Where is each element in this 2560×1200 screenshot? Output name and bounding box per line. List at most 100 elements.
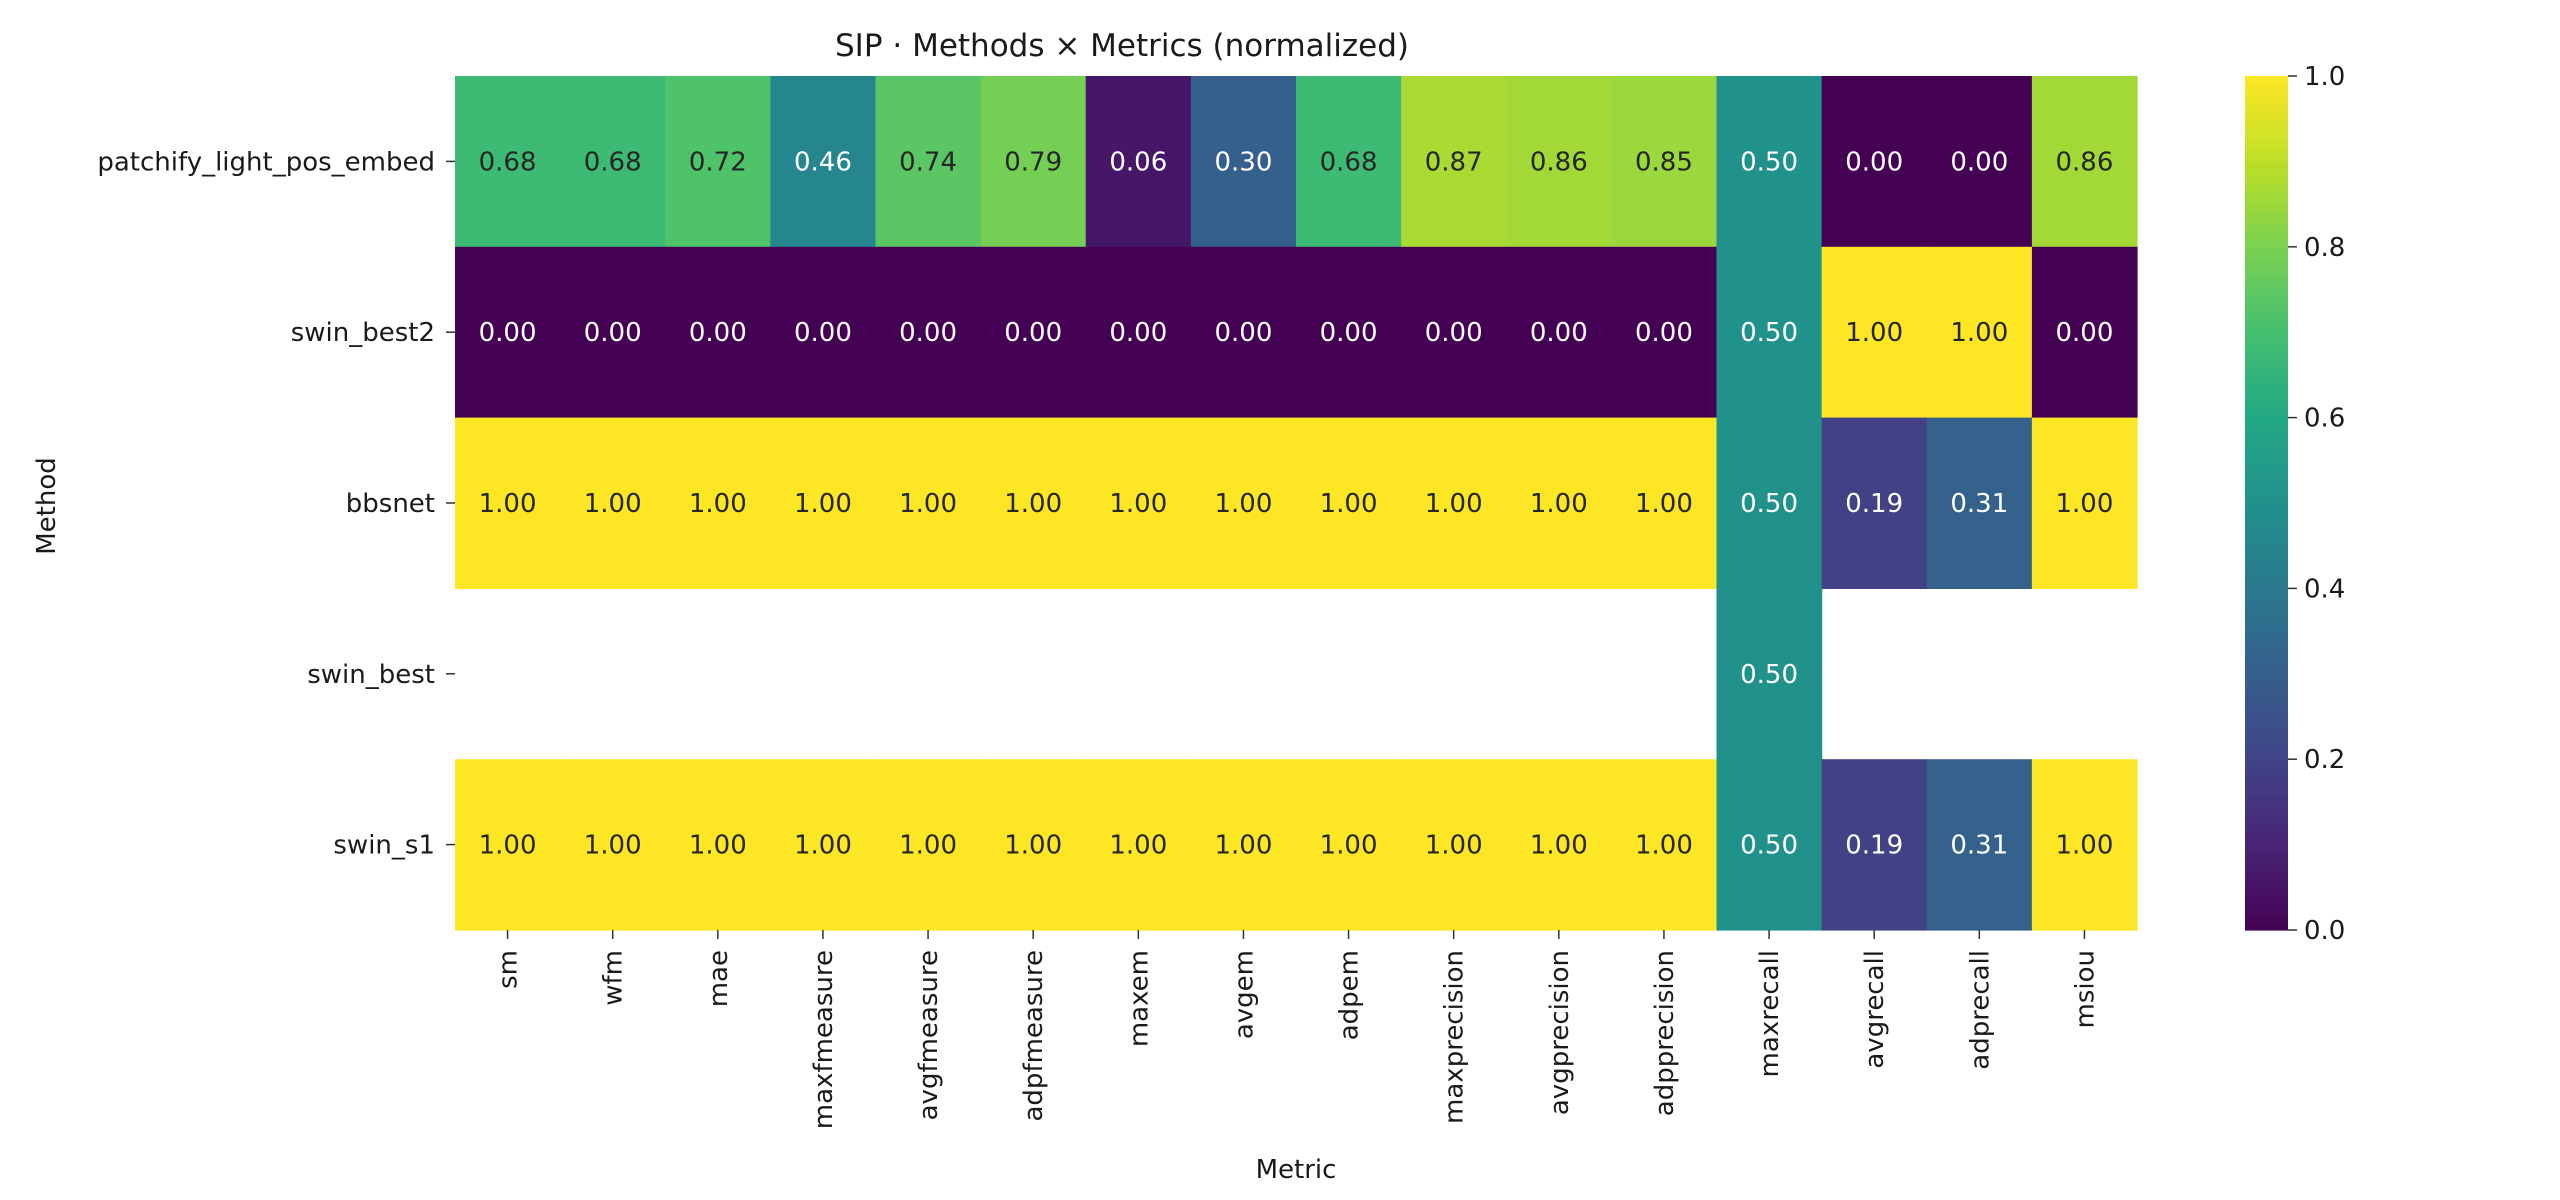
colorbar-segment [2245,887,2288,896]
colorbar-segment [2245,858,2288,867]
heatmap-cell [1716,246,1823,419]
colorbar-segment [2245,816,2288,824]
colorbar-segment [2245,794,2288,803]
heatmap-cell [1401,759,1507,931]
y-tick-label: swin_s1 [333,831,435,861]
colorbar-segment [2245,680,2288,689]
cell-value-label: 0.86 [1530,147,1588,177]
colorbar-segment [2245,716,2288,725]
cell-value-label: 0.00 [2055,318,2113,348]
colorbar-segment [2245,595,2288,604]
colorbar-segment [2245,303,2288,312]
colorbar-segment [2245,204,2288,212]
y-tick-label: swin_best2 [291,318,435,348]
colorbar-segment [2245,844,2288,853]
cell-value-label: 0.79 [1004,147,1062,177]
colorbar-segment [2245,766,2288,775]
colorbar-segment [2245,453,2288,461]
cell-value-label: 0.50 [1740,318,1798,348]
heatmap-cell [665,76,771,248]
cell-value-label: 0.31 [1950,831,2008,861]
colorbar-segment [2245,915,2288,924]
colorbar-segment [2245,552,2288,561]
colorbar-segment [2245,282,2288,291]
x-tick-label: adpprecision [1650,950,1680,1116]
colorbar-segment [2245,474,2288,483]
colorbar-segment [2245,809,2288,817]
heatmap-cell [1085,759,1192,931]
heatmap-cell [770,759,877,931]
cell-value-label: 0.00 [794,318,852,348]
heatmap-cell [1716,76,1823,248]
heatmap-cell [665,417,771,589]
heatmap-cell [1821,417,1928,589]
colorbar-tick-label: 0.4 [2304,574,2345,604]
heatmap-cell [665,759,771,931]
colorbar-segment [2245,709,2288,718]
heatmap-cell [1926,246,2033,419]
colorbar-segment [2245,360,2288,369]
y-tick-label: bbsnet [346,489,435,519]
x-tick-label: maxfmeasure [809,950,839,1129]
x-tick-label: avgprecision [1545,950,1575,1115]
colorbar-segment [2245,431,2288,440]
colorbar-segment [2245,744,2288,753]
heatmap-cell [770,76,877,248]
colorbar-segment [2245,787,2288,796]
colorbar-segment [2245,239,2288,248]
colorbar-segment [2245,417,2288,426]
heatmap-cell [1296,759,1402,931]
heatmap-cell [560,246,666,419]
heatmap-cell [875,246,982,419]
colorbar-segment [2245,581,2288,589]
heatmap-cell [1716,759,1823,931]
colorbar-segment [2245,545,2288,554]
colorbar-segment [2245,659,2288,668]
colorbar-segment [2245,609,2288,618]
colorbar-segment [2245,467,2288,476]
heatmap-cell [1716,417,1823,589]
heatmap-cell [1401,76,1507,248]
cell-value-label: 1.00 [1635,831,1693,861]
colorbar-segment [2245,232,2288,241]
colorbar-segment [2245,559,2288,568]
cell-value-label: 1.00 [794,831,852,861]
colorbar-segment [2245,510,2288,518]
heatmap-cell [1296,417,1402,589]
colorbar-segment [2245,865,2288,874]
colorbar-segment [2245,446,2288,454]
colorbar-segment [2245,83,2288,91]
cell-value-label: 0.00 [1530,318,1588,348]
heatmap-cell [1506,246,1612,419]
x-tick-label: avgem [1229,950,1259,1039]
heatmap-cell [1085,417,1192,589]
colorbar-segment [2245,851,2288,860]
colorbar-segment [2245,168,2288,177]
x-axis: sm wfm mae maxfmeasure avgfmeasure adpfmeasur… [494,930,2100,1129]
colorbar-segment [2245,218,2288,227]
heatmap-cell [1611,417,1718,589]
colorbar-segment [2245,830,2288,839]
cell-value-label: 1.00 [1109,831,1167,861]
cell-value-label: 0.00 [1845,147,1903,177]
colorbar-segment [2245,125,2288,134]
y-tick-label: swin_best [307,660,435,690]
cell-value-label: 1.00 [1214,489,1272,519]
colorbar-segment [2245,638,2288,646]
cell-value-label: 0.31 [1950,489,2008,519]
colorbar-segment [2245,460,2288,469]
colorbar-segment [2245,132,2288,141]
cell-value-label: 0.86 [2055,147,2113,177]
colorbar-segment [2245,873,2288,881]
y-axis-label: Method [32,457,62,555]
cell-value-label: 0.00 [1635,318,1693,348]
colorbar-segment [2245,111,2288,120]
cell-value-label: 1.00 [2055,489,2113,519]
cell-value-label: 0.06 [1109,147,1167,177]
colorbar-segment [2245,147,2288,155]
heatmap-cell [1926,759,2033,931]
colorbar-segment [2245,175,2288,184]
heatmap-cell [1611,76,1718,248]
heatmap-cell [1190,759,1297,931]
heatmap-cell [560,759,666,931]
